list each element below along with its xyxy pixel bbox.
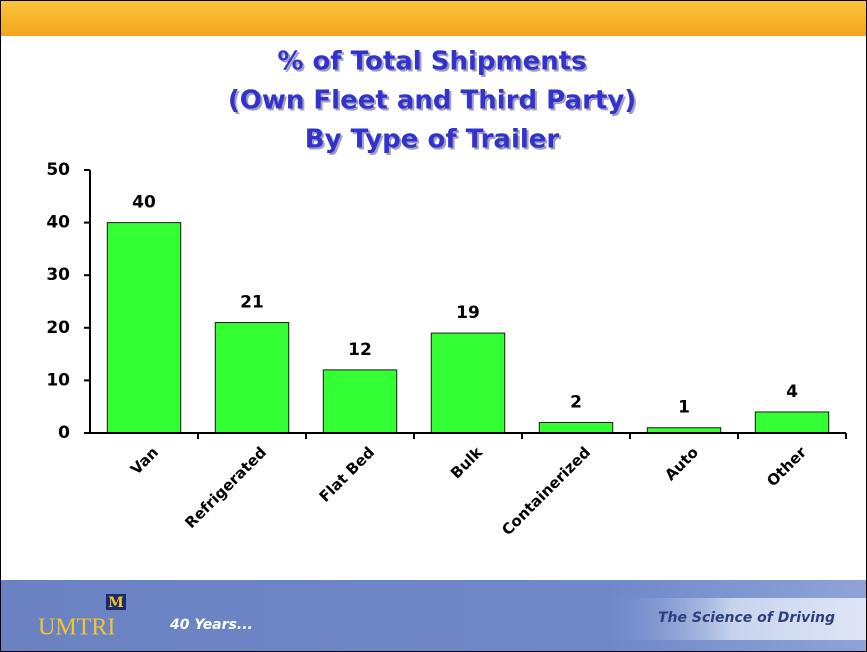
value-label: 40 xyxy=(132,193,156,213)
value-label: 2 xyxy=(570,392,582,412)
top-band xyxy=(0,0,867,36)
value-label: 21 xyxy=(240,293,264,313)
title-line: By Type of Trailer xyxy=(305,125,560,155)
tagline: 40 Years... xyxy=(169,617,253,633)
y-tick-label: 50 xyxy=(46,160,70,180)
bar xyxy=(538,421,614,434)
bar xyxy=(214,322,290,434)
logo-box xyxy=(106,594,126,610)
x-tick-label: Bulk xyxy=(447,443,487,483)
logo-letter: M xyxy=(108,595,124,611)
logo: UMTRI xyxy=(38,615,115,641)
slogan-bg xyxy=(600,598,867,640)
x-tick-label: Refrigerated xyxy=(181,443,270,532)
y-tick-label: 0 xyxy=(58,423,70,443)
value-label: 12 xyxy=(348,340,372,360)
bar xyxy=(322,369,398,434)
x-tick-label: Van xyxy=(127,443,162,478)
y-tick-label: 40 xyxy=(46,213,70,233)
x-tick-label: Containerized xyxy=(498,443,594,539)
bar xyxy=(106,222,182,434)
value-label: 19 xyxy=(456,303,480,323)
y-tick-label: 20 xyxy=(46,318,70,338)
title-line: % of Total Shipments xyxy=(277,47,586,77)
y-tick-label: 30 xyxy=(46,265,70,285)
value-label: 1 xyxy=(678,398,690,418)
slogan: The Science of Driving xyxy=(658,610,835,626)
value-label: 4 xyxy=(786,382,798,402)
x-tick-label: Auto xyxy=(661,443,702,484)
bar xyxy=(754,411,830,434)
y-tick-label: 10 xyxy=(46,370,70,390)
x-tick-label: Flat Bed xyxy=(316,443,378,505)
bar xyxy=(430,332,506,434)
title-line: (Own Fleet and Third Party) xyxy=(228,86,636,116)
x-tick-label: Other xyxy=(763,443,810,490)
